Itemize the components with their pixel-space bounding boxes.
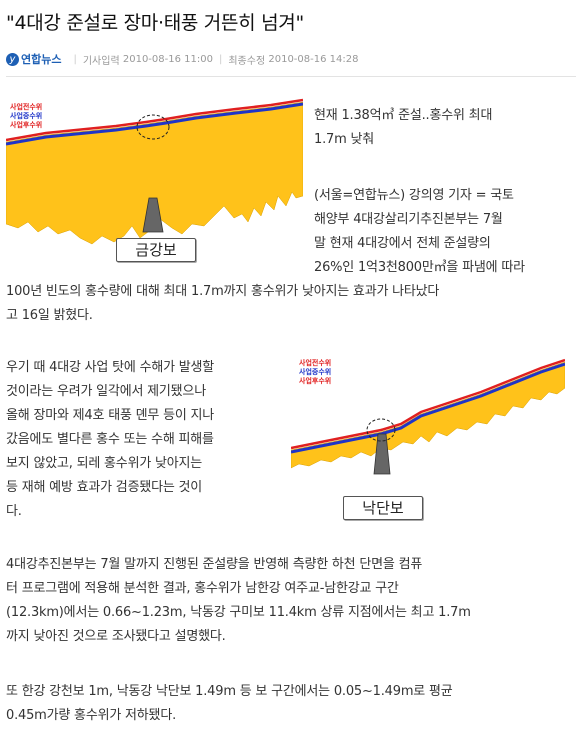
paragraph-line: 우기 때 4대강 사업 탓에 수해가 발생할 [6, 360, 215, 375]
paragraph-line: 100년 빈도의 홍수량에 대해 최대 1.7m까지 홍수위가 낮아지는 효과가… [6, 284, 440, 299]
input-time: 2010-08-16 11:00 [122, 53, 213, 65]
geumgang-weir-figure: 사업전수위 사업중수위 사업후수위 금강보 [6, 98, 303, 266]
paragraph-2: 우기 때 4대강 사업 탓에 수해가 발생할 것이라는 우려가 일각에서 제기됐… [6, 356, 288, 524]
modified-label: 최종수정 [228, 55, 266, 67]
weir-structure [373, 433, 391, 475]
paragraph-line: 다. [6, 504, 22, 519]
article-headline: "4대강 준설로 장마·태풍 거뜬히 넘겨" [6, 12, 304, 34]
paragraph-line: 터 프로그램에 적용해 분석한 결과, 홍수위가 남한강 여주교-남한강교 구간 [6, 581, 399, 596]
paragraph-line: 까지 낮아진 것으로 조사됐다고 설명했다. [6, 629, 226, 644]
input-label: 기사입력 [82, 55, 120, 67]
during-water-line [291, 362, 565, 454]
paragraph-line: 것이라는 우려가 일각에서 제기됐으나 [6, 384, 206, 399]
paragraph-line: 등 재해 예방 효과가 검증됐다는 것이 [6, 480, 203, 495]
paragraph-line: 보지 않았고, 되레 홍수위가 낮아지는 [6, 456, 203, 471]
yonhap-logo-icon: y [6, 52, 19, 66]
paragraph-line: 또 한강 강천보 1m, 낙동강 낙단보 1.49m 등 보 구간에서는 0.0… [6, 684, 453, 699]
highlight-circle [366, 418, 396, 442]
paragraph-line: 4대강추진본부는 7월 말까지 진행된 준설량을 반영해 측량한 하천 단면을 … [6, 557, 423, 572]
legend-before: 사업전수위 [10, 103, 43, 111]
paragraph-line: 올해 장마와 제4호 태풍 뎬무 등이 지나 [6, 408, 215, 423]
nakdan-weir-figure: 사업전수위 사업중수위 사업후수위 낙단보 [291, 352, 565, 524]
legend-during: 사업중수위 [10, 112, 43, 120]
paragraph-line: 26%인 1억3천800만㎥을 파냄에 따라 [314, 260, 525, 275]
water-level-diagram-2 [291, 358, 565, 475]
before-water-line [291, 358, 565, 450]
highlight-circle [136, 114, 170, 140]
weir-name-sign: 금강보 [116, 238, 196, 262]
legend-2: 사업전수위 사업중수위 사업후수위 [299, 359, 331, 386]
paragraph-line: 해양부 4대강살리기추진본부는 7월 [314, 212, 503, 227]
yonhap-logo: y 연합뉴스 [6, 51, 61, 67]
legend-before: 사업전수위 [299, 359, 332, 367]
modified-time: 2010-08-16 14:28 [268, 53, 359, 65]
before-water-line [6, 98, 303, 142]
paragraph-line: (12.3km)에서는 0.66~1.23m, 낙동강 구미보 11.4km 상… [6, 605, 471, 620]
paragraph-3: 4대강추진본부는 7월 말까지 진행된 준설량을 반영해 측량한 하천 단면을 … [6, 553, 578, 649]
legend-during: 사업중수위 [299, 368, 332, 376]
legend-after: 사업후수위 [10, 121, 43, 129]
water-level-diagram-1 [6, 98, 303, 245]
legend-after: 사업후수위 [299, 377, 332, 385]
meta-separator: | [218, 53, 223, 65]
subtitle-line: 현재 1.38억㎥ 준설..홍수위 최대 [314, 108, 493, 123]
article-subtitle: 현재 1.38억㎥ 준설..홍수위 최대 1.7m 낮춰 [314, 104, 576, 152]
paragraph-line: (서울=연합뉴스) 강의영 기자 = 국토 [314, 188, 514, 203]
paragraph-4: 또 한강 강천보 1m, 낙동강 낙단보 1.49m 등 보 구간에서는 0.0… [6, 680, 578, 728]
article-meta: y 연합뉴스 | 기사입력 2010-08-16 11:00 | 최종수정 20… [6, 50, 576, 68]
paragraph-line: 고 16일 밝혔다. [6, 308, 93, 323]
header-divider [6, 76, 576, 77]
riverbed-fill [6, 101, 303, 245]
paragraph-line: 0.45m가량 홍수위가 저하됐다. [6, 708, 177, 723]
logo-text: 연합뉴스 [21, 53, 62, 66]
during-water-line [6, 102, 303, 146]
meta-separator: | [73, 53, 77, 65]
subtitle-line: 1.7m 낮춰 [314, 132, 374, 147]
weir-structure [142, 197, 164, 233]
weir-name-sign: 낙단보 [343, 496, 423, 520]
paragraph-line: 말 현재 4대강에서 전체 준설량의 [314, 236, 491, 251]
paragraph-1: (서울=연합뉴스) 강의영 기자 = 국토 해양부 4대강살리기추진본부는 7월… [6, 184, 578, 328]
paragraph-line: 갔음에도 별다른 홍수 또는 수해 피해를 [6, 432, 214, 447]
legend-1: 사업전수위 사업중수위 사업후수위 [10, 103, 42, 130]
